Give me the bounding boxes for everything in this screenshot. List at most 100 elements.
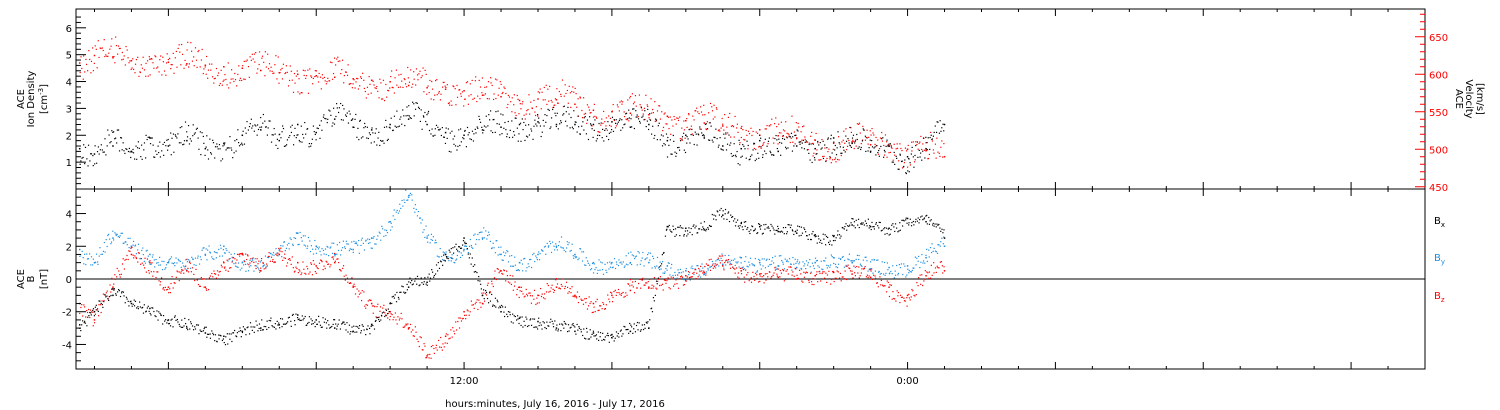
bz-sample: [926, 271, 928, 273]
bx-sample: [518, 322, 520, 325]
bz-sample: [574, 296, 576, 298]
density-sample: [257, 124, 259, 126]
velocity-sample: [109, 48, 111, 50]
bz-sample: [834, 277, 836, 279]
velocity-sample: [903, 162, 906, 164]
bz-sample: [721, 259, 723, 262]
bx-sample: [92, 309, 94, 311]
by-sample: [149, 263, 151, 265]
by-sample: [182, 265, 185, 267]
bx-sample: [906, 222, 908, 224]
by-sample: [921, 253, 923, 256]
velocity-sample: [840, 154, 842, 157]
density-point: [333, 118, 336, 120]
by-sample: [884, 274, 886, 276]
by-sample: [115, 233, 117, 235]
bz-sample: [366, 304, 369, 306]
bx-sample: [582, 334, 584, 337]
bx-sample: [375, 319, 377, 322]
bz-sample: [85, 316, 87, 318]
by-sample: [527, 263, 529, 265]
by-sample: [871, 259, 873, 261]
velocity-sample: [642, 113, 644, 115]
density-sample: [875, 154, 877, 156]
bx-sample: [495, 306, 497, 308]
density-sample: [711, 139, 713, 141]
velocity-sample: [686, 118, 688, 120]
velocity-sample: [149, 74, 151, 76]
density-sample: [382, 140, 384, 142]
bz-sample: [901, 296, 904, 298]
density-sample: [791, 150, 794, 152]
bx-sample: [401, 285, 403, 287]
velocity-sample: [219, 82, 221, 85]
density-sample: [170, 132, 172, 134]
velocity-sample: [417, 79, 419, 81]
by-sample: [618, 259, 620, 261]
by-sample: [533, 252, 535, 254]
by-sample: [340, 254, 342, 256]
velocity-sample: [686, 126, 688, 128]
velocity-sample: [785, 136, 788, 138]
bz-sample: [918, 277, 920, 279]
by-sample: [221, 255, 224, 257]
bx-sample: [800, 226, 802, 228]
by-sample: [897, 274, 899, 276]
density-sample: [701, 132, 703, 134]
bz-sample: [599, 305, 601, 307]
density-sample: [98, 153, 100, 155]
by-sample: [800, 267, 802, 270]
velocity-sample: [199, 66, 201, 68]
density-sample: [794, 134, 796, 137]
density-sample: [744, 148, 746, 150]
velocity-sample: [442, 86, 444, 88]
bx-sample: [109, 295, 111, 298]
density-sample: [929, 148, 931, 151]
bz-sample: [129, 250, 131, 252]
bz-sample: [403, 326, 405, 328]
velocity-sample: [610, 125, 612, 127]
bz-sample: [595, 301, 597, 303]
velocity-sample: [175, 50, 177, 53]
bz-sample: [357, 296, 359, 298]
velocity-sample: [289, 65, 291, 67]
velocity-sample: [351, 87, 353, 89]
bz-sample: [655, 287, 657, 289]
velocity-sample: [180, 64, 182, 66]
bx-sample: [280, 318, 282, 320]
density-sample: [508, 136, 511, 139]
density-sample: [275, 144, 277, 146]
by-sample: [229, 257, 231, 260]
by-sample: [692, 267, 694, 270]
bx-sample: [262, 329, 264, 331]
density-sample: [240, 143, 242, 146]
velocity-sample: [163, 70, 166, 72]
bx-point: [758, 225, 761, 228]
bx-sample: [89, 311, 91, 314]
bx-sample: [566, 330, 569, 333]
bz-sample: [854, 272, 856, 274]
bx-sample: [547, 325, 549, 327]
bx-sample: [92, 308, 95, 310]
bx-sample: [403, 291, 405, 293]
density-sample: [852, 134, 855, 136]
density-sample: [308, 142, 310, 145]
density-sample: [722, 149, 724, 151]
bx-sample: [122, 291, 125, 293]
by-sample: [852, 260, 854, 262]
bz-sample: [691, 276, 693, 278]
by-sample: [431, 239, 434, 241]
by-sample: [807, 264, 809, 266]
bx-sample: [932, 222, 934, 225]
bx-sample: [763, 224, 765, 226]
velocity-sample: [855, 145, 857, 147]
density-sample: [200, 153, 202, 156]
velocity-sample: [691, 133, 693, 135]
velocity-sample: [169, 57, 171, 59]
velocity-sample: [248, 76, 250, 78]
velocity-point: [204, 64, 207, 66]
velocity-sample: [740, 136, 742, 139]
bx-sample: [811, 233, 813, 235]
bx-sample: [406, 289, 408, 291]
by-sample: [710, 265, 713, 268]
